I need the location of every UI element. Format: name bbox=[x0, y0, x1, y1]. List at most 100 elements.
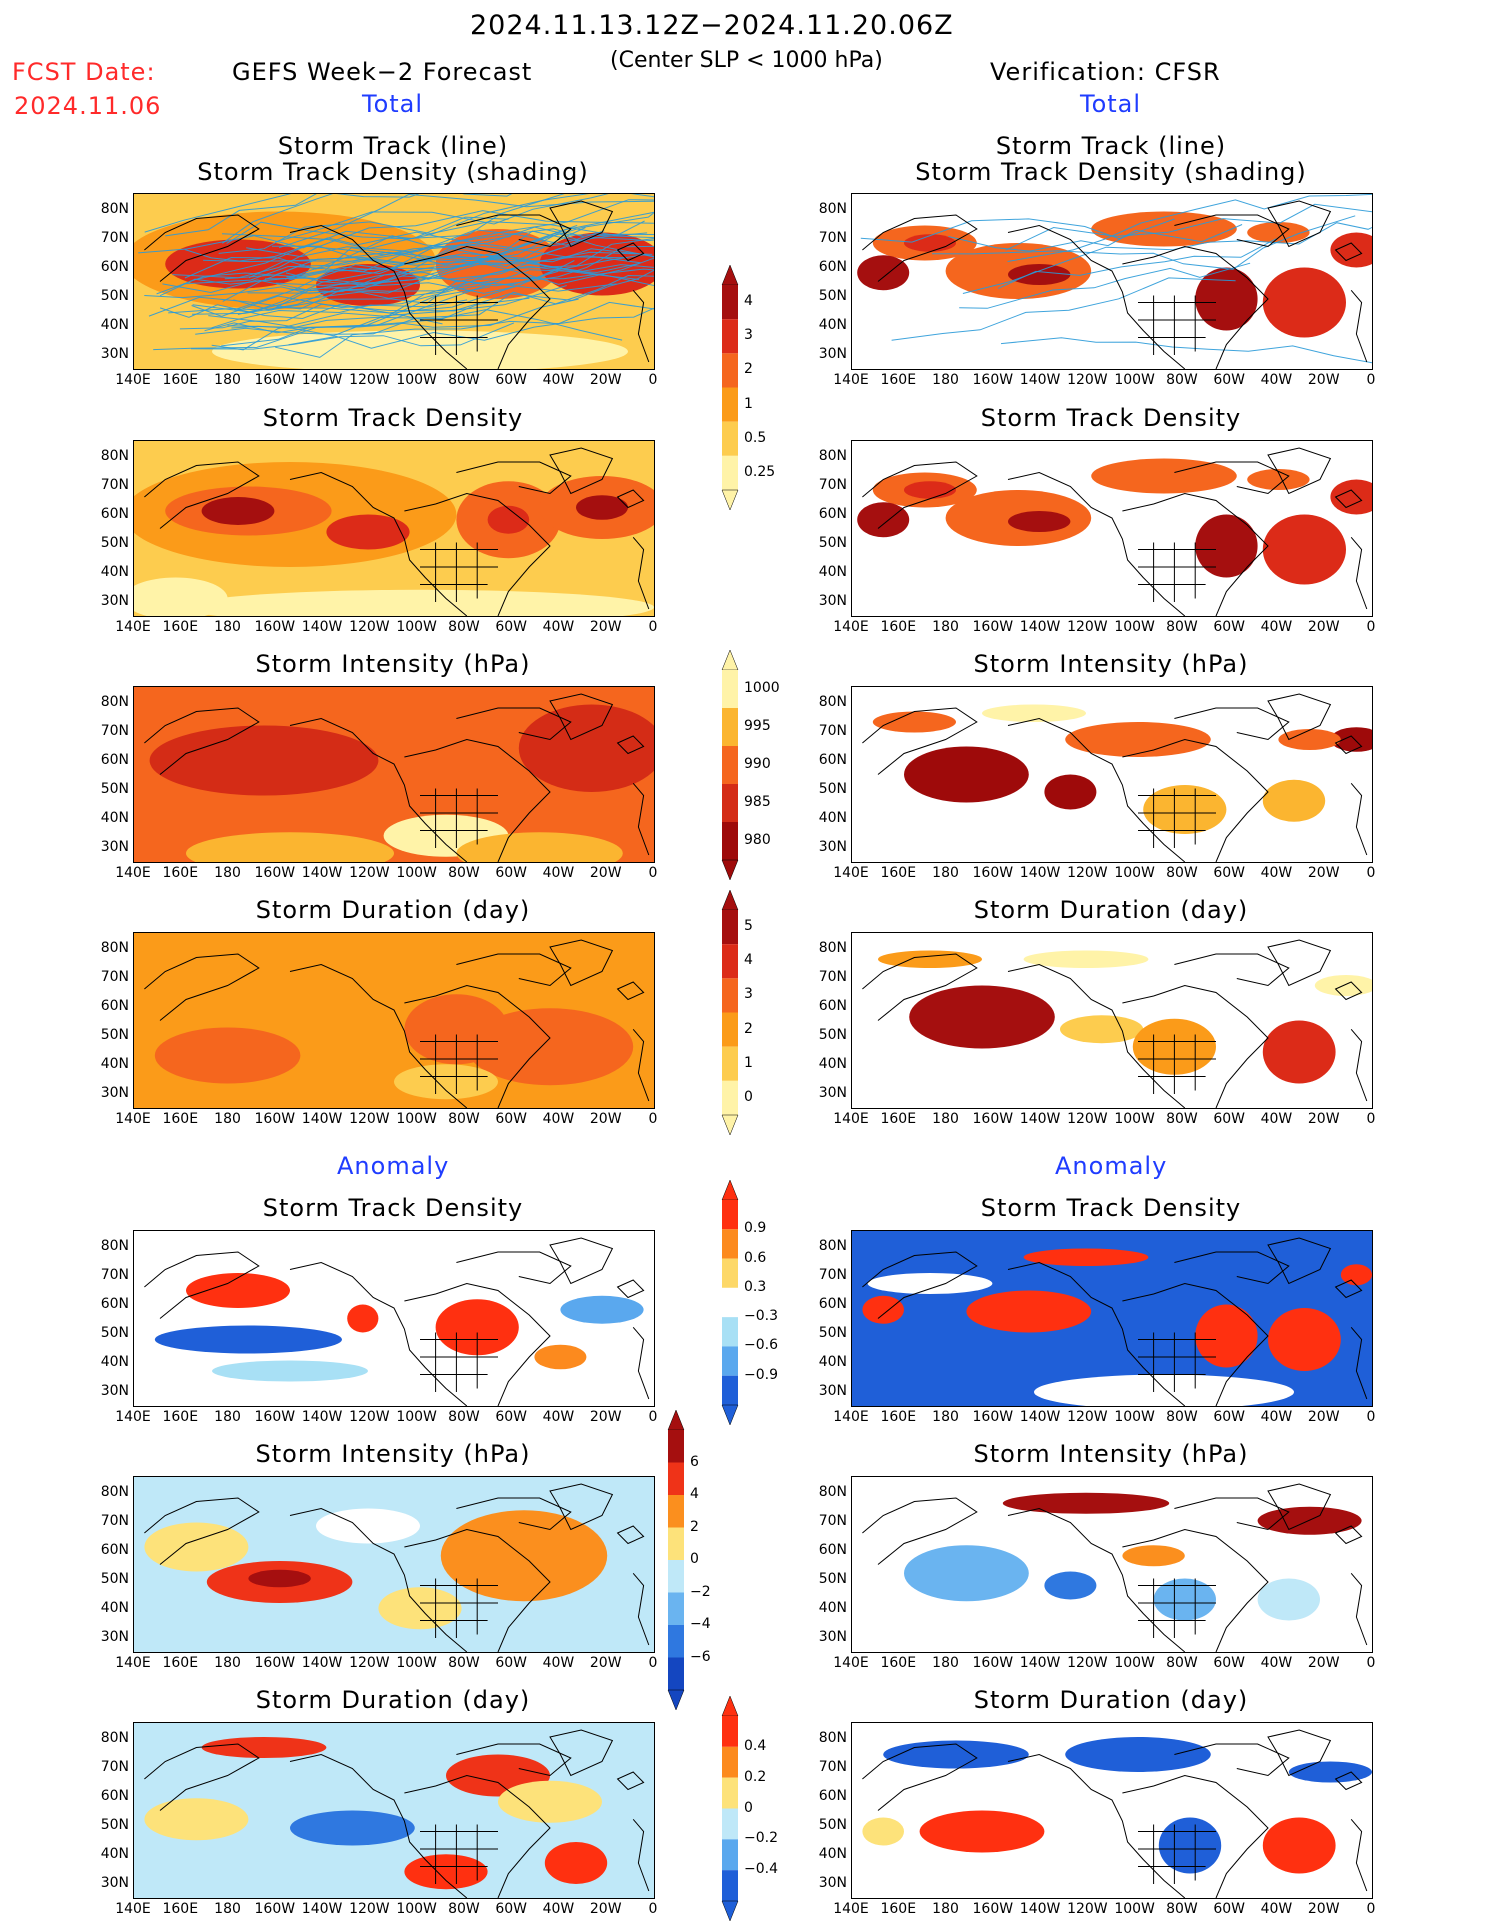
colorbar-swatch bbox=[722, 1013, 738, 1047]
colorbar-label: 0.2 bbox=[744, 1769, 766, 1785]
map-panel-r1-left bbox=[133, 440, 655, 617]
lat-label: 50N bbox=[89, 535, 129, 551]
lon-label: 20W bbox=[581, 865, 631, 881]
map-panel-r3-left bbox=[133, 932, 655, 1109]
lat-label: 70N bbox=[807, 1759, 847, 1775]
lon-label: 20W bbox=[1299, 1409, 1349, 1425]
map-panel-r5-left bbox=[133, 1476, 655, 1653]
lon-label: 120W bbox=[344, 372, 394, 388]
colorbar-label: 4 bbox=[744, 293, 753, 309]
panel-title-duration-l: Storm Duration (day) bbox=[133, 896, 653, 924]
lon-label: 20W bbox=[581, 372, 631, 388]
date-range: 2024.11.13.12Z−2024.11.20.06Z bbox=[470, 10, 954, 41]
lon-label: 100W bbox=[1110, 865, 1160, 881]
colorbar-label: 3 bbox=[744, 986, 753, 1002]
panel-title-anom-intensity-l: Storm Intensity (hPa) bbox=[133, 1440, 653, 1468]
map-panel-r0-right bbox=[851, 193, 1373, 370]
lat-label: 50N bbox=[807, 535, 847, 551]
lat-label: 70N bbox=[807, 969, 847, 985]
lat-label: 80N bbox=[89, 201, 129, 217]
shading-blob bbox=[909, 986, 1055, 1049]
shading-blob bbox=[1289, 1762, 1372, 1783]
panel-title-anom-intensity-r: Storm Intensity (hPa) bbox=[851, 1440, 1371, 1468]
lon-label: 160W bbox=[250, 1111, 300, 1127]
colorbar-duration_total bbox=[720, 890, 740, 1139]
lon-label: 20W bbox=[581, 1409, 631, 1425]
lon-label: 0 bbox=[628, 1901, 678, 1917]
shading-blob bbox=[212, 1361, 368, 1382]
lon-label: 0 bbox=[628, 619, 678, 635]
shading-blob bbox=[1258, 1507, 1362, 1535]
lon-label: 180 bbox=[921, 372, 971, 388]
colorbar-swatch bbox=[722, 708, 738, 746]
lat-label: 30N bbox=[89, 593, 129, 609]
total-right: Total bbox=[1080, 90, 1141, 118]
subtitle: (Center SLP < 1000 hPa) bbox=[610, 48, 883, 73]
lon-label: 140E bbox=[826, 1901, 876, 1917]
shading-blob bbox=[904, 747, 1029, 803]
lat-label: 40N bbox=[89, 810, 129, 826]
shading-blob bbox=[857, 255, 909, 290]
panel-title-density-r: Storm Track Density bbox=[851, 404, 1371, 432]
colorbar-label: 5 bbox=[744, 918, 753, 934]
shading-blob bbox=[326, 515, 409, 550]
lon-label: 120W bbox=[1062, 372, 1112, 388]
lat-label: 50N bbox=[89, 1027, 129, 1043]
lat-label: 60N bbox=[807, 259, 847, 275]
colorbar-swatch bbox=[722, 422, 738, 456]
lon-label: 140E bbox=[826, 1409, 876, 1425]
lat-label: 30N bbox=[89, 1383, 129, 1399]
lat-label: 80N bbox=[89, 448, 129, 464]
lat-label: 50N bbox=[89, 1817, 129, 1833]
lon-label: 140E bbox=[826, 1655, 876, 1671]
lat-label: 30N bbox=[807, 593, 847, 609]
colorbar-intensity_anom bbox=[666, 1410, 686, 1714]
lon-label: 140E bbox=[108, 1655, 158, 1671]
lat-label: 80N bbox=[807, 448, 847, 464]
map-panel-r5-right bbox=[851, 1476, 1373, 1653]
lat-label: 30N bbox=[807, 1085, 847, 1101]
lon-label: 160W bbox=[250, 1409, 300, 1425]
lon-label: 120W bbox=[344, 1409, 394, 1425]
lon-label: 180 bbox=[203, 372, 253, 388]
lon-label: 40W bbox=[1251, 1655, 1301, 1671]
lon-label: 40W bbox=[1251, 1111, 1301, 1127]
colorbar-swatch bbox=[722, 978, 738, 1012]
lat-label: 60N bbox=[89, 506, 129, 522]
lat-label: 30N bbox=[807, 1383, 847, 1399]
colorbar-swatch bbox=[722, 1839, 738, 1870]
shading-blob bbox=[1154, 1579, 1216, 1621]
lon-label: 140W bbox=[1015, 619, 1065, 635]
lon-label: 40W bbox=[533, 1901, 583, 1917]
lon-label: 140W bbox=[1015, 372, 1065, 388]
colorbar-label: −0.6 bbox=[744, 1337, 778, 1353]
shading-blob bbox=[1263, 780, 1325, 822]
lon-label: 140E bbox=[826, 619, 876, 635]
lat-label: 50N bbox=[807, 1027, 847, 1043]
map-panel-r3-right bbox=[851, 932, 1373, 1109]
lon-label: 60W bbox=[486, 865, 536, 881]
lon-label: 180 bbox=[921, 1111, 971, 1127]
lon-label: 140E bbox=[108, 1409, 158, 1425]
colorbar-density_anom bbox=[720, 1180, 740, 1429]
shading-blob bbox=[1159, 1818, 1221, 1874]
colorbar-label: 0.6 bbox=[744, 1250, 766, 1266]
lon-label: 160E bbox=[155, 1409, 205, 1425]
lat-label: 80N bbox=[807, 1238, 847, 1254]
colorbar-swatch bbox=[722, 1047, 738, 1081]
shading-blob bbox=[1065, 1737, 1211, 1772]
shading-blob bbox=[862, 1296, 904, 1324]
lon-label: 60W bbox=[1204, 619, 1254, 635]
lon-label: 0 bbox=[628, 372, 678, 388]
colorbar-label: −2 bbox=[690, 1584, 711, 1600]
lat-label: 30N bbox=[807, 1875, 847, 1891]
shading-blob bbox=[1195, 268, 1257, 331]
lon-label: 80W bbox=[1157, 1655, 1207, 1671]
lon-label: 80W bbox=[1157, 1111, 1207, 1127]
panel-title-anom-density-r: Storm Track Density bbox=[851, 1194, 1371, 1222]
lat-label: 60N bbox=[807, 752, 847, 768]
shading-blob bbox=[1044, 775, 1096, 810]
lat-label: 80N bbox=[807, 940, 847, 956]
lat-label: 70N bbox=[89, 230, 129, 246]
lat-label: 70N bbox=[89, 723, 129, 739]
